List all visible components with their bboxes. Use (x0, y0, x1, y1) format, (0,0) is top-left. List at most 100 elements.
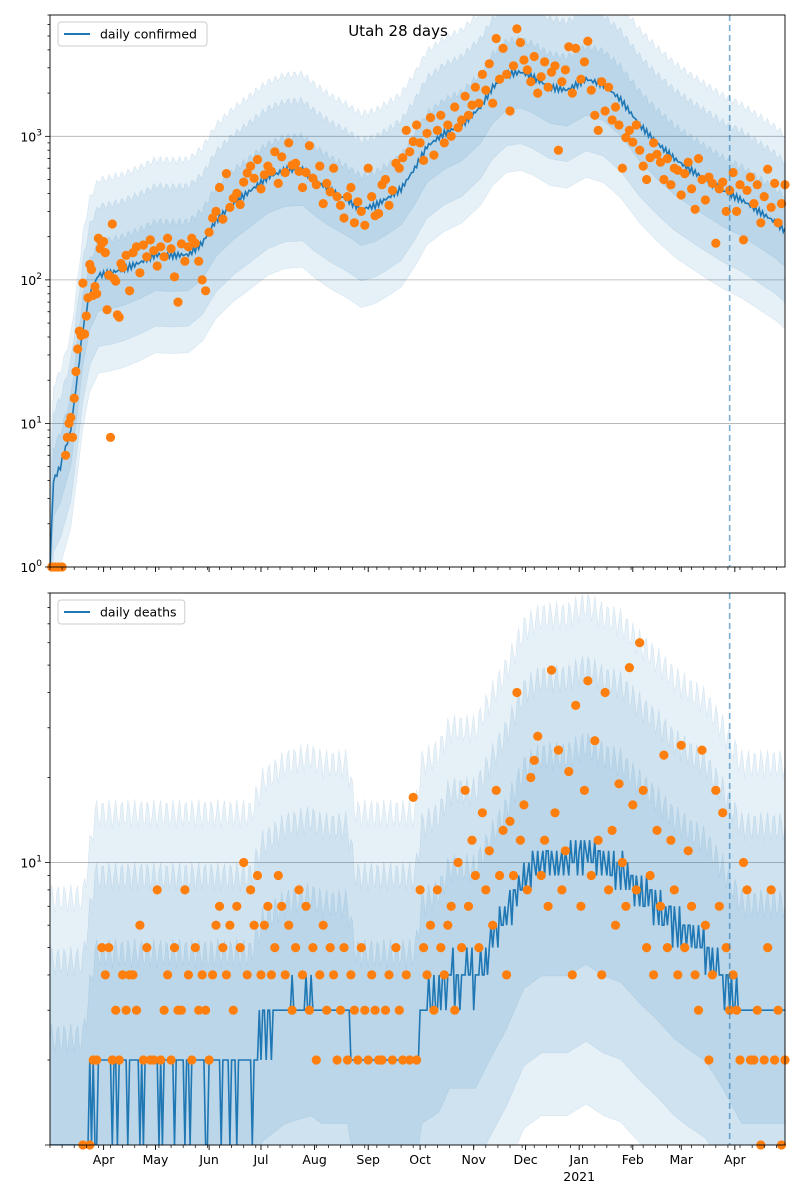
data-point (690, 970, 700, 980)
data-point (621, 901, 631, 911)
data-point (477, 69, 487, 79)
data-point (194, 256, 204, 266)
data-point (332, 1055, 342, 1065)
data-point (481, 85, 491, 95)
data-point (408, 792, 418, 803)
data-point (249, 173, 259, 183)
data-point (102, 305, 112, 315)
data-point (294, 885, 304, 895)
data-point (752, 180, 762, 190)
data-point (270, 147, 280, 157)
data-point (183, 242, 193, 252)
data-point (450, 1005, 460, 1015)
data-point (628, 137, 638, 147)
data-point (284, 920, 294, 930)
data-point (201, 1005, 211, 1015)
data-point (214, 901, 225, 911)
data-point (624, 125, 635, 135)
data-point (277, 152, 287, 162)
data-point (467, 100, 477, 110)
data-point (502, 69, 512, 79)
data-point (553, 145, 564, 155)
median-line (50, 67, 785, 567)
data-point (415, 885, 425, 895)
data-point (394, 1005, 404, 1015)
data-point (401, 125, 411, 135)
data-point (579, 785, 590, 796)
y-tick-label: 102 (20, 272, 42, 288)
data-point (725, 1005, 735, 1015)
data-point (374, 208, 384, 219)
data-point (197, 970, 207, 980)
data-point (635, 638, 645, 648)
data-point (766, 202, 776, 212)
data-point (470, 870, 480, 881)
data-point (425, 113, 436, 123)
data-point (721, 943, 731, 953)
data-point (114, 1055, 124, 1065)
data-point (176, 239, 186, 249)
data-point (732, 1005, 742, 1015)
data-point (232, 188, 242, 198)
data-point (78, 278, 88, 288)
data-point (322, 178, 332, 188)
data-point (610, 102, 621, 112)
data-point (624, 663, 635, 673)
data-point (529, 755, 539, 766)
data-point (263, 901, 273, 911)
data-point (690, 204, 700, 214)
data-point (700, 195, 711, 205)
data-point (583, 676, 593, 686)
data-point (467, 835, 477, 845)
data-point (617, 857, 628, 868)
data-point (69, 393, 79, 403)
data-point (505, 816, 515, 826)
data-point (118, 970, 128, 980)
data-point (738, 235, 749, 245)
x-tick-label: Sep (356, 1152, 380, 1167)
data-point (273, 178, 283, 188)
data-point (259, 170, 269, 180)
plot-area (50, 15, 785, 567)
data-point (649, 138, 659, 148)
x-tick-label: Mar (669, 1152, 693, 1167)
data-point (597, 77, 607, 87)
data-point (652, 149, 662, 159)
data-point (560, 65, 571, 75)
data-point (142, 943, 152, 953)
data-point (673, 970, 683, 980)
data-point (149, 1055, 159, 1065)
data-point (125, 286, 135, 296)
data-point (204, 1055, 214, 1065)
data-point (553, 745, 564, 755)
data-point (349, 218, 359, 228)
data-point (287, 1005, 297, 1015)
data-point (732, 206, 742, 216)
data-point (436, 943, 446, 953)
data-point (145, 235, 155, 245)
data-point (463, 110, 474, 120)
data-point (387, 1055, 397, 1065)
data-point (100, 248, 110, 258)
data-point (567, 88, 577, 98)
data-point (225, 202, 235, 212)
data-point (583, 36, 593, 46)
data-point (211, 206, 221, 216)
data-point (450, 102, 460, 112)
data-point (522, 885, 532, 895)
data-point (687, 184, 697, 194)
data-point (384, 970, 394, 980)
data-point (142, 252, 152, 262)
data-point (540, 835, 550, 845)
data-point (252, 870, 263, 881)
data-point (297, 970, 308, 980)
data-point (412, 120, 422, 130)
data-point (90, 281, 100, 292)
data-point (239, 857, 249, 868)
data-point (346, 970, 356, 980)
data-point (304, 141, 314, 151)
data-point (642, 174, 652, 185)
y-tick-label: 101 (20, 855, 42, 871)
data-point (367, 970, 377, 980)
data-point (166, 244, 176, 254)
